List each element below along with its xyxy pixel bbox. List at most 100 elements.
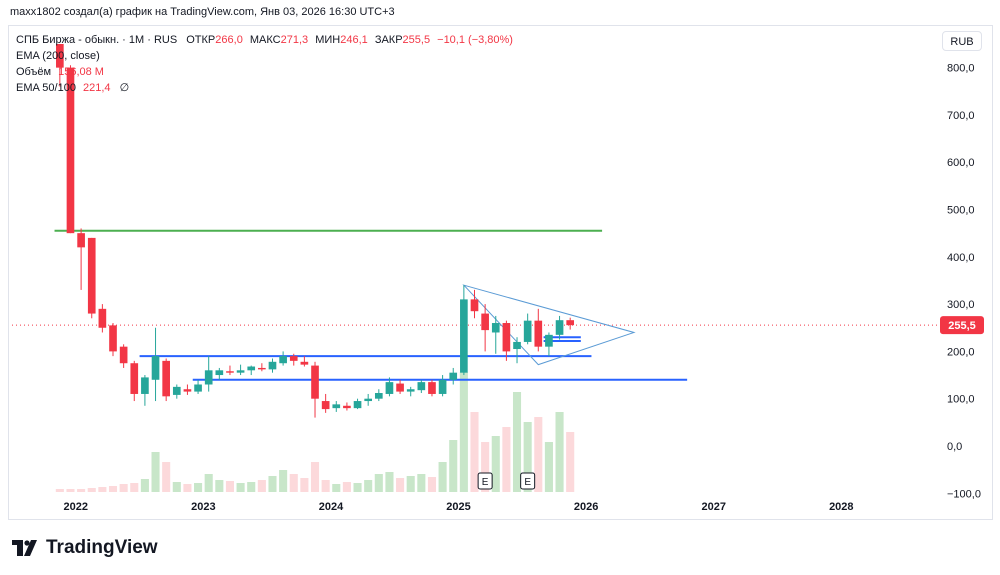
volume-bar bbox=[66, 489, 75, 492]
volume-bar bbox=[459, 372, 468, 492]
volume-bar bbox=[406, 476, 415, 492]
candle-body[interactable] bbox=[396, 383, 404, 392]
y-tick-label: −100,0 bbox=[947, 488, 981, 500]
candle-body[interactable] bbox=[87, 237, 96, 314]
candle-body[interactable] bbox=[332, 404, 341, 409]
candle-body[interactable] bbox=[247, 366, 256, 371]
volume-bar bbox=[417, 474, 426, 492]
volume-row[interactable]: Объём 156,08 M bbox=[16, 64, 513, 80]
candle-body[interactable] bbox=[289, 356, 298, 361]
ema200-row[interactable]: EMA (200, close) bbox=[16, 48, 513, 64]
candle-body[interactable] bbox=[172, 386, 181, 395]
triangle-pattern[interactable] bbox=[462, 284, 636, 366]
candle-body[interactable] bbox=[56, 44, 64, 68]
candle-body[interactable] bbox=[321, 401, 330, 410]
candle-body[interactable] bbox=[470, 299, 479, 312]
candle-body[interactable] bbox=[204, 370, 213, 385]
candle-body[interactable] bbox=[258, 367, 266, 370]
volume-bar bbox=[364, 480, 373, 492]
volume-bar bbox=[87, 488, 96, 492]
currency-button[interactable]: RUB bbox=[942, 31, 982, 51]
earnings-marker-label: E bbox=[482, 477, 489, 488]
candle-body[interactable] bbox=[534, 320, 543, 347]
candle-body[interactable] bbox=[130, 363, 139, 394]
ema50-label: EMA 50/100 bbox=[16, 82, 76, 94]
tradingview-logo[interactable]: TradingView bbox=[12, 537, 158, 559]
volume-bar bbox=[449, 440, 458, 492]
candle-body[interactable] bbox=[151, 356, 160, 380]
candle-body[interactable] bbox=[300, 361, 309, 365]
candle-body[interactable] bbox=[279, 356, 287, 364]
candle-body[interactable] bbox=[268, 361, 277, 370]
candle-body[interactable] bbox=[119, 346, 128, 364]
candle-body[interactable] bbox=[523, 320, 532, 342]
volume-bar bbox=[321, 480, 330, 492]
candle-body[interactable] bbox=[428, 382, 436, 394]
volume-bar bbox=[268, 476, 277, 492]
volume-bar bbox=[502, 427, 511, 492]
candle-body[interactable] bbox=[438, 379, 447, 394]
candle-body[interactable] bbox=[513, 341, 521, 350]
candle-body[interactable] bbox=[449, 372, 458, 380]
volume-bar bbox=[566, 432, 575, 492]
candle-body[interactable] bbox=[215, 370, 224, 376]
candle-body[interactable] bbox=[194, 384, 202, 392]
y-tick-label: 700,0 bbox=[947, 110, 975, 122]
y-tick-label: 400,0 bbox=[947, 252, 975, 264]
candle-body[interactable] bbox=[77, 233, 85, 248]
volume-bar bbox=[257, 480, 266, 492]
candle-body[interactable] bbox=[406, 389, 415, 392]
candle-body[interactable] bbox=[566, 320, 575, 326]
candle-body[interactable] bbox=[374, 393, 383, 399]
volume-bar bbox=[300, 478, 309, 492]
y-tick-label: 600,0 bbox=[947, 157, 975, 169]
candle-body[interactable] bbox=[343, 405, 351, 409]
volume-bar bbox=[470, 412, 479, 492]
candle-body[interactable] bbox=[491, 323, 500, 333]
volume-bar bbox=[194, 483, 203, 492]
candle-body[interactable] bbox=[226, 371, 234, 373]
candle-body[interactable] bbox=[98, 308, 107, 328]
candle-body[interactable] bbox=[183, 389, 192, 392]
volume-bar bbox=[140, 479, 149, 492]
volume-bar bbox=[332, 484, 341, 492]
volume-bar bbox=[98, 487, 107, 492]
high-label: МАКС bbox=[249, 34, 281, 46]
candle-body[interactable] bbox=[481, 313, 489, 331]
candle-body[interactable] bbox=[385, 382, 394, 394]
volume-bar bbox=[119, 484, 128, 492]
tradingview-logo-icon bbox=[12, 540, 37, 556]
candle-body[interactable] bbox=[162, 360, 170, 397]
earnings-marker[interactable] bbox=[520, 472, 536, 490]
candle-body[interactable] bbox=[545, 334, 553, 347]
candle-body[interactable] bbox=[364, 398, 373, 402]
volume-bar bbox=[172, 482, 181, 492]
volume-bar bbox=[225, 481, 234, 492]
candle-body[interactable] bbox=[311, 365, 319, 399]
candle-body[interactable] bbox=[555, 320, 564, 335]
candle-body[interactable] bbox=[417, 382, 426, 391]
ohlc-row[interactable]: СПБ Биржа - обыкн. · 1М · RUS ОТКР266,0 … bbox=[16, 32, 513, 48]
candle-body[interactable] bbox=[502, 323, 511, 352]
volume-bar bbox=[438, 462, 447, 492]
volume-bar bbox=[204, 474, 213, 492]
x-tick-label: 2027 bbox=[701, 501, 725, 513]
candle-body[interactable] bbox=[236, 370, 245, 373]
volume-bar bbox=[374, 474, 383, 492]
x-tick-label: 2022 bbox=[64, 501, 88, 513]
candle-body[interactable] bbox=[353, 401, 362, 409]
candle-body[interactable] bbox=[141, 377, 149, 394]
earnings-marker[interactable] bbox=[477, 472, 493, 490]
candle-body[interactable] bbox=[109, 325, 117, 352]
volume-bar bbox=[512, 392, 522, 492]
low-label: МИН bbox=[315, 34, 341, 46]
candle-body[interactable] bbox=[460, 299, 468, 373]
x-tick-label: 2023 bbox=[191, 501, 215, 513]
candle-body[interactable] bbox=[66, 67, 75, 234]
close-label: ЗАКР bbox=[374, 34, 403, 46]
ema50-extra: ∅ bbox=[119, 82, 130, 94]
ema50-row[interactable]: EMA 50/100 221,4 ∅ bbox=[16, 80, 513, 96]
symbol-label[interactable]: СПБ Биржа - обыкн. · 1М · RUS bbox=[16, 34, 178, 46]
volume-value: 156,08 M bbox=[58, 66, 104, 78]
